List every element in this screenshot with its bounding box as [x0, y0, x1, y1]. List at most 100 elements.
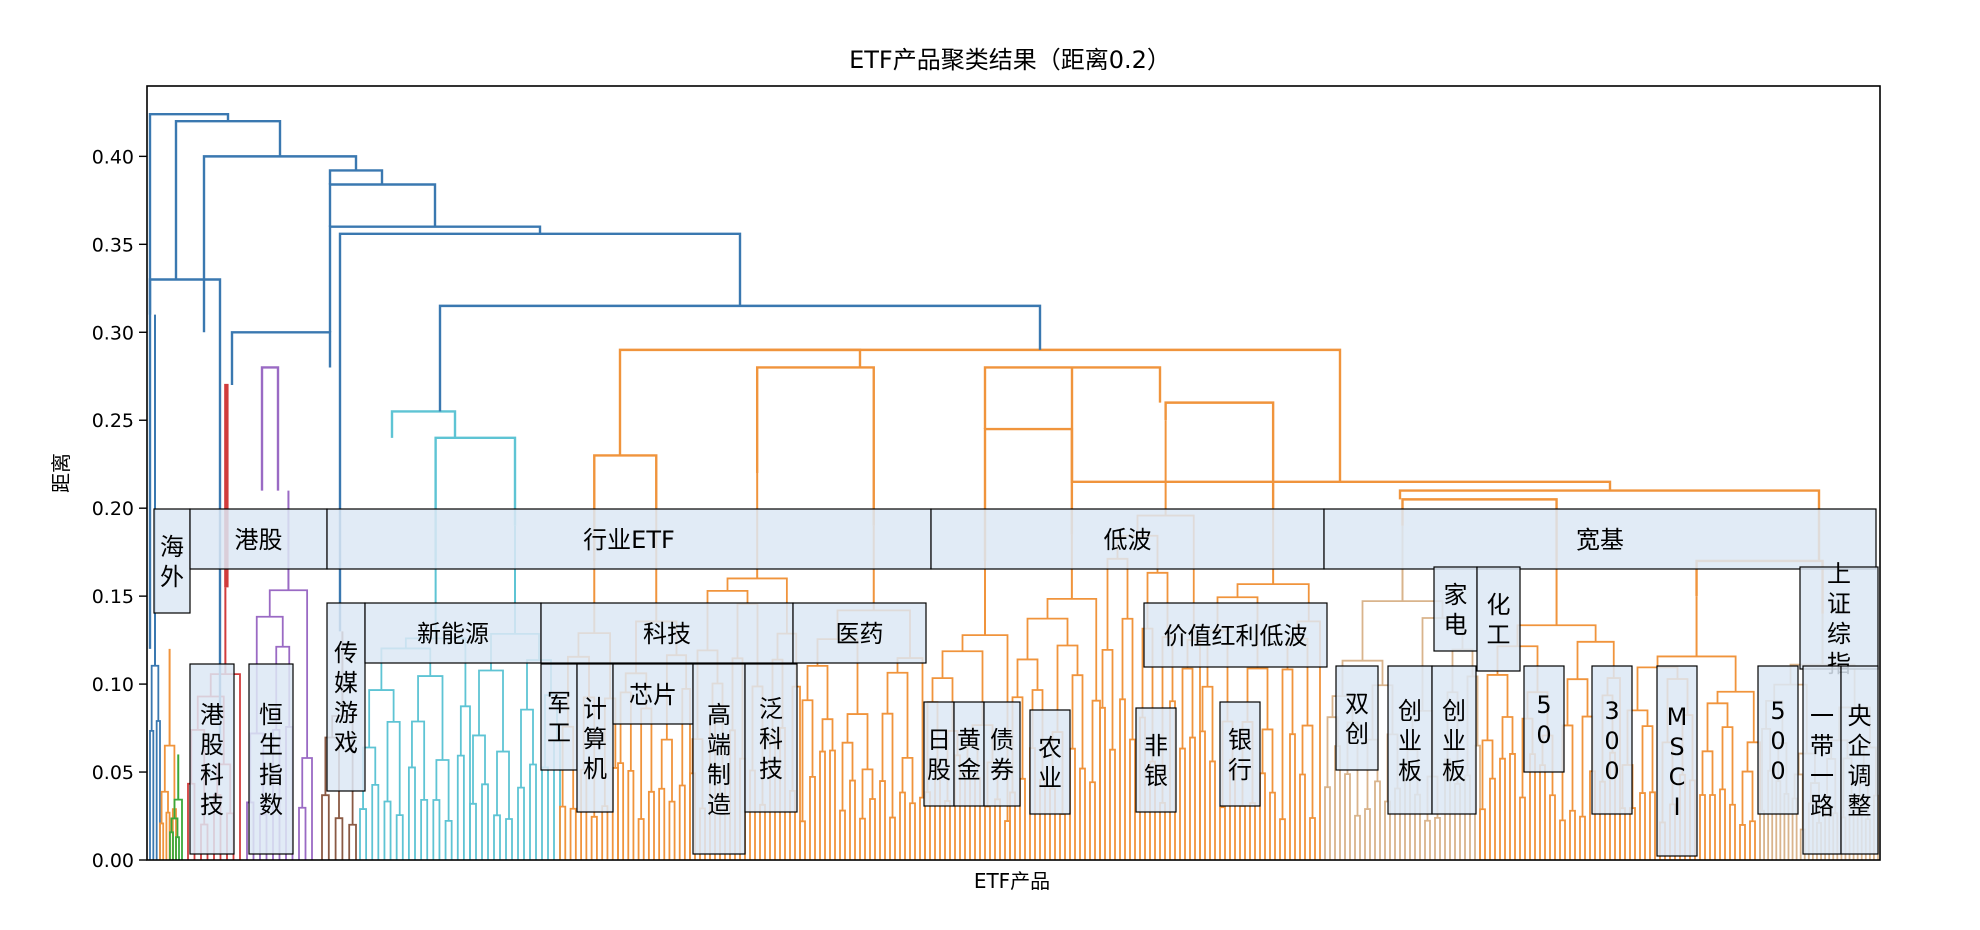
cluster-agri-box	[1029, 709, 1071, 815]
dendrogram-link	[1026, 617, 1069, 660]
dendrogram-link	[174, 119, 282, 280]
dendrogram-link	[328, 225, 542, 333]
dendrogram-link	[1269, 791, 1276, 860]
dendrogram-link	[559, 805, 567, 860]
dendrogram-link	[301, 757, 313, 860]
dendrogram-link	[1089, 781, 1096, 860]
dendrogram-link	[678, 784, 686, 860]
dendrogram-link	[1489, 777, 1496, 860]
dendrogram-link	[1324, 786, 1331, 860]
cluster-hk-tech-label: 港	[200, 701, 224, 729]
dendrogram-link	[569, 807, 577, 860]
cluster-tech-label: 科技	[643, 620, 691, 648]
dendrogram-link	[1479, 808, 1486, 860]
cluster-bank-label: 行	[1228, 756, 1252, 784]
dendrogram-link	[1434, 816, 1441, 860]
dendrogram-link	[1219, 806, 1226, 860]
cluster-nonbank-label: 银	[1144, 762, 1168, 790]
dendrogram-link	[1101, 648, 1114, 750]
dendrogram-link	[1581, 715, 1594, 817]
dendrogram-link	[984, 805, 991, 860]
cluster-dibo-box	[930, 508, 1325, 570]
cluster-gem-2-label: 板	[1442, 757, 1466, 785]
dendrogram-link	[159, 822, 165, 860]
dendrogram-link	[417, 675, 444, 760]
cluster-soe-label: 央	[1848, 702, 1872, 730]
cluster-bond-box	[983, 701, 1021, 807]
dendrogram-link	[640, 707, 653, 819]
dendrogram-link	[869, 798, 876, 860]
dendrogram-link	[1729, 803, 1736, 860]
dendrogram-link	[1301, 724, 1314, 818]
dendrogram-link	[478, 669, 504, 752]
cluster-msci-label: C	[1669, 763, 1686, 791]
cluster-50-box	[1523, 665, 1565, 773]
dendrogram-link	[1069, 747, 1076, 860]
dendrogram-link	[1719, 788, 1726, 860]
cluster-gem-label: 板	[1398, 757, 1422, 785]
cluster-msci-label: I	[1673, 793, 1680, 821]
dendrogram-link	[321, 794, 330, 860]
dendrogram-link	[1499, 757, 1506, 860]
dendrogram-link	[829, 749, 836, 860]
y-tick-label: 0.10	[92, 674, 134, 696]
dendrogram-link	[1641, 725, 1654, 794]
dendrogram-link	[881, 712, 894, 818]
y-tick-label: 0.30	[92, 322, 134, 344]
dendrogram-link	[660, 738, 673, 802]
dendrogram-link	[889, 816, 896, 860]
cluster-tech-box	[540, 602, 794, 664]
dendrogram-link	[1099, 706, 1106, 860]
cluster-hsi-label: 数	[259, 791, 283, 819]
dendrogram-link	[359, 808, 368, 860]
dendrogram-link	[1701, 750, 1714, 796]
dendrogram-link	[1486, 674, 1509, 741]
dendrogram-link	[496, 750, 510, 819]
dendrogram-link	[944, 800, 951, 860]
dendrogram-link	[1189, 736, 1196, 860]
dendrogram-link	[202, 155, 358, 333]
dendrogram-link	[1129, 738, 1136, 860]
dendrogram-link	[1759, 809, 1765, 860]
dendrogram-link	[1519, 796, 1526, 860]
dendrogram-link	[1199, 730, 1206, 860]
dendrogram-link	[849, 779, 856, 860]
cluster-belt-label: 一	[1810, 702, 1834, 730]
dendrogram-link	[1289, 733, 1296, 860]
cluster-bank-box	[1219, 701, 1261, 807]
dendrogram-link	[420, 798, 429, 860]
dendrogram-link	[1181, 667, 1194, 749]
dendrogram-link	[1109, 748, 1116, 860]
cluster-belt-label: 一	[1810, 762, 1834, 790]
dendrogram-link	[493, 814, 501, 860]
dendrogram-link	[456, 754, 465, 860]
dendrogram-link	[909, 802, 916, 860]
cluster-media-label: 游	[334, 699, 358, 727]
cluster-500-box	[1757, 665, 1799, 815]
dendrogram-link	[627, 770, 635, 860]
dendrogram-link	[348, 823, 357, 860]
cluster-hsi-label: 指	[259, 761, 283, 789]
y-axis: 0.00 0.05 0.10 0.15 0.20 0.25 0.30 0.35 0.40	[92, 146, 147, 872]
cluster-japan-label: 日	[927, 726, 951, 754]
dendrogram-link	[328, 169, 384, 185]
dendrogram-link	[759, 803, 766, 860]
dendrogram-link	[899, 791, 906, 860]
cluster-newenergy-label: 新能源	[417, 620, 489, 648]
cluster-manufacture-label: 高	[707, 701, 731, 729]
dendrogram-link	[432, 799, 441, 860]
cluster-japan-box	[923, 701, 955, 807]
cluster-shzz-box	[1799, 566, 1879, 670]
dendrogram-link	[1016, 658, 1039, 698]
dendrogram-link	[1364, 808, 1371, 860]
dendrogram-link	[1539, 764, 1546, 860]
dendrogram-link	[1121, 617, 1134, 740]
dendrogram-link	[637, 818, 645, 860]
dendrogram-link	[371, 783, 380, 860]
cluster-media-box	[326, 602, 366, 792]
cluster-computer-label: 机	[583, 755, 607, 783]
dendrogram-link	[505, 818, 513, 860]
cluster-fantech-box	[744, 663, 798, 813]
